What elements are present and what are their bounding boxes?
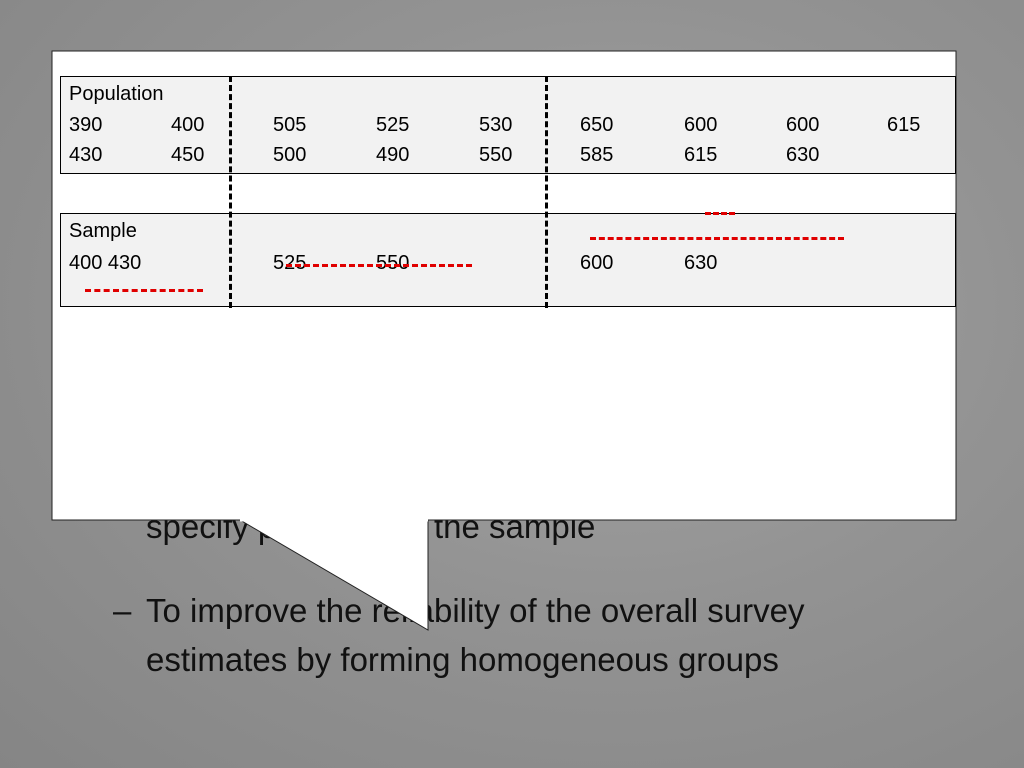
pop-r2-c1: 430 xyxy=(69,144,103,166)
bullet-2-line-2: estimates by forming homogeneous groups xyxy=(146,641,779,678)
pop-r1-c7: 600 xyxy=(684,114,718,136)
pop-r1-c3: 505 xyxy=(273,114,307,136)
red-mark-stratum-2 xyxy=(286,264,472,267)
bullet-2-line-1: To improve the reliability of the overal… xyxy=(146,592,805,629)
sample-c4: 600 xyxy=(580,252,614,274)
sample-c1: 400 430 xyxy=(69,252,142,274)
pop-r1-c9: 615 xyxy=(887,114,921,136)
pop-r2-c3: 500 xyxy=(273,144,307,166)
pop-r2-c6: 585 xyxy=(580,144,614,166)
pop-r1-c5: 530 xyxy=(479,114,513,136)
stratum-divider-1 xyxy=(229,76,232,308)
sample-c2: 525 xyxy=(273,252,307,274)
pop-r1-c2: 400 xyxy=(171,114,205,136)
pop-r2-c4: 490 xyxy=(376,144,410,166)
sample-block: Sample 400 430 525 550 600 630 xyxy=(60,213,956,307)
sample-c5: 630 xyxy=(684,252,718,274)
pop-r2-c7: 615 xyxy=(684,144,718,166)
pop-r1-c1: 390 xyxy=(69,114,103,136)
pop-r1-c8: 600 xyxy=(786,114,820,136)
pop-r1-c4: 525 xyxy=(376,114,410,136)
pop-r1-c6: 650 xyxy=(580,114,614,136)
red-mark-stratum-1 xyxy=(85,289,203,292)
pop-r2-c5: 550 xyxy=(479,144,513,166)
bullet-2-dash: – xyxy=(113,592,132,629)
pop-r2-c2: 450 xyxy=(171,144,205,166)
population-block: Population 390 400 505 525 530 650 600 6… xyxy=(60,76,956,174)
stratum-divider-2 xyxy=(545,76,548,308)
red-mark-stratum-3-top xyxy=(705,212,735,215)
sample-label: Sample xyxy=(69,220,137,242)
pop-r2-c8: 630 xyxy=(786,144,820,166)
population-label: Population xyxy=(69,83,164,105)
sample-c3: 550 xyxy=(376,252,410,274)
callout-shape xyxy=(51,50,957,631)
red-mark-stratum-3 xyxy=(590,237,844,240)
